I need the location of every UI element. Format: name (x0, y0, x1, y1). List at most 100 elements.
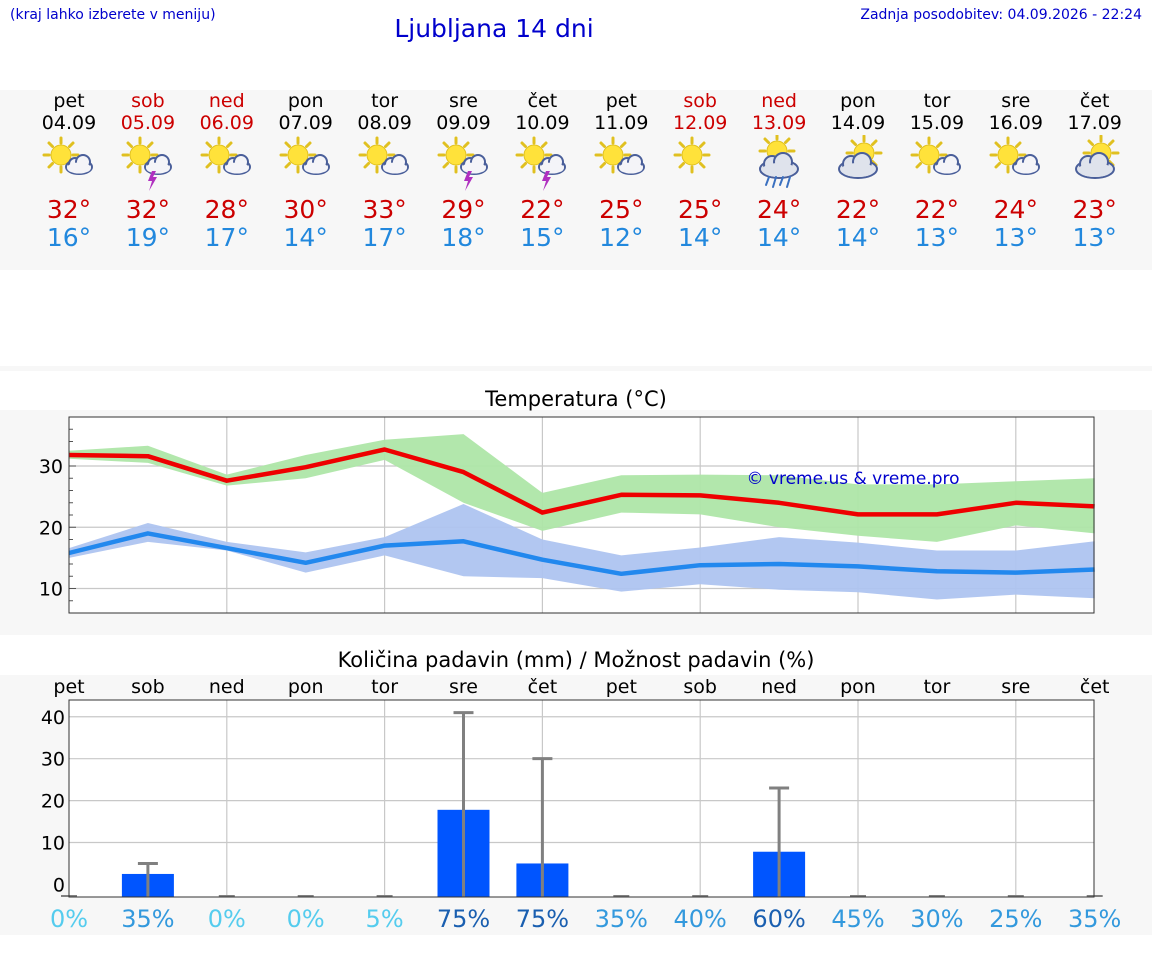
sun-cloud-icon (345, 136, 424, 192)
probability-label: 5% (366, 905, 404, 933)
probability-label: 40% (674, 905, 727, 933)
max-temperature: 22° (914, 195, 960, 224)
y-tick-label: 20 (41, 791, 65, 813)
x-tick-label: ned (761, 676, 797, 698)
max-temperature: 23° (1072, 195, 1117, 224)
y-tick-label: 0 (53, 874, 65, 896)
max-temperature: 24° (993, 195, 1038, 224)
probability-label: 35% (121, 905, 174, 933)
day-name: pet (53, 90, 85, 112)
min-temperature: 14° (835, 223, 881, 252)
day-date: 05.09 (120, 112, 176, 134)
precipitation-chart-title: Količina padavin (mm) / Možnost padavin … (337, 648, 815, 672)
max-temperature: 32° (46, 195, 92, 224)
min-temperature: 17° (204, 223, 249, 252)
sun-cloud-icon (30, 136, 109, 192)
min-temperature: 16° (46, 223, 92, 252)
max-temperature: 24° (756, 195, 802, 224)
day-date: 16.09 (988, 112, 1043, 134)
sun-cloud-icon (187, 136, 266, 192)
sun-cloud-storm-icon (108, 136, 187, 192)
probability-label: 45% (831, 905, 884, 933)
day-name: pon (840, 90, 876, 112)
min-temperature: 13° (993, 223, 1038, 252)
page-title: Ljubljana 14 dni (394, 14, 594, 43)
max-temperature: 32° (125, 195, 171, 224)
plot-area (69, 700, 1094, 897)
range-band (69, 504, 1095, 600)
min-temperature: 12° (599, 223, 644, 252)
day-name: ned (761, 90, 797, 112)
min-temperature: 14° (678, 223, 723, 252)
min-temperature: 15° (520, 223, 565, 252)
day-column: pon 14.09 22° 14° (819, 90, 898, 252)
probability-label: 30% (910, 905, 963, 933)
x-tick-label: pon (840, 676, 876, 698)
y-tick-label: 30 (41, 749, 65, 771)
day-name: tor (371, 90, 399, 112)
sun-cloud-storm-icon (424, 136, 503, 192)
day-column: sre 09.09 29° 18° (424, 90, 503, 252)
cloud-sun-icon (1055, 135, 1134, 192)
day-column: sre 16.09 24° 13° (976, 90, 1055, 252)
min-temperature: 17° (362, 223, 407, 252)
max-temperature: 30° (283, 195, 328, 224)
probability-label: 35% (1068, 905, 1121, 933)
day-date: 13.09 (751, 112, 807, 134)
day-name: pet (605, 90, 637, 112)
temperature-chart: 10 20 30 © vreme.us & vreme.pro (39, 416, 1095, 614)
series-line (68, 531, 1095, 577)
location-hint[interactable]: (kraj lahko izberete v meniju) (10, 7, 216, 23)
day-date: 17.09 (1067, 112, 1122, 134)
day-column: čet 10.09 22° 15° (503, 90, 582, 252)
min-temperature: 13° (914, 223, 960, 252)
probability-label: 0% (50, 905, 88, 933)
day-name: pon (287, 90, 324, 112)
min-temperature: 19° (125, 223, 171, 252)
probability-label: 75% (516, 905, 569, 933)
day-name: tor (923, 90, 951, 112)
x-tick-label: tor (371, 676, 398, 698)
max-temperature: 25° (678, 195, 723, 224)
min-temperature: 14° (756, 223, 802, 252)
cloud-sun-icon (819, 135, 898, 192)
day-date: 10.09 (515, 112, 570, 134)
day-date: 11.09 (594, 112, 649, 134)
sun-cloud-icon (582, 136, 661, 192)
sun-cloud-icon (897, 136, 976, 192)
sun-cloud-rain-icon (740, 135, 819, 192)
max-temperature: 28° (204, 195, 249, 224)
x-tick-label: čet (528, 676, 558, 698)
day-column: tor 08.09 33° 17° (345, 90, 424, 252)
max-temperature: 25° (599, 195, 644, 224)
x-tick-label: pon (288, 676, 324, 698)
day-column: čet 17.09 23° 13° (1055, 90, 1134, 252)
plot-frame (68, 416, 1095, 614)
day-date: 07.09 (278, 112, 333, 134)
watermark: © vreme.us & vreme.pro (746, 469, 959, 489)
max-temperature: 33° (362, 195, 407, 224)
series-line (68, 447, 1095, 517)
forecast-strip (0, 90, 1152, 270)
day-name: sob (683, 90, 717, 112)
precipitation-chart: pet sob ned pon tor sre čet pet sob ned pon tor sre č… (41, 676, 1122, 933)
day-date: 04.09 (41, 112, 97, 134)
day-date: 08.09 (357, 112, 412, 134)
day-date: 15.09 (909, 112, 965, 134)
day-column: sob 05.09 32° 19° (108, 90, 187, 252)
day-column: ned 13.09 24° 14° (740, 90, 819, 252)
y-tick-label: 10 (41, 833, 65, 855)
x-tick-label: sre (449, 676, 478, 698)
sun-cloud-icon (976, 136, 1055, 192)
sun-icon (661, 136, 740, 192)
x-tick-label: čet (1080, 676, 1110, 698)
min-temperature: 18° (441, 223, 486, 252)
day-column: pet 04.09 32° 16° (30, 90, 109, 252)
day-column: tor 15.09 22° 13° (897, 90, 976, 252)
probability-label: 25% (989, 905, 1042, 933)
probability-label: 75% (437, 905, 490, 933)
day-name: čet (1079, 90, 1110, 112)
day-column: pet 11.09 25° 12° (582, 90, 661, 252)
min-temperature: 14° (283, 223, 328, 252)
day-name: sob (131, 90, 165, 112)
